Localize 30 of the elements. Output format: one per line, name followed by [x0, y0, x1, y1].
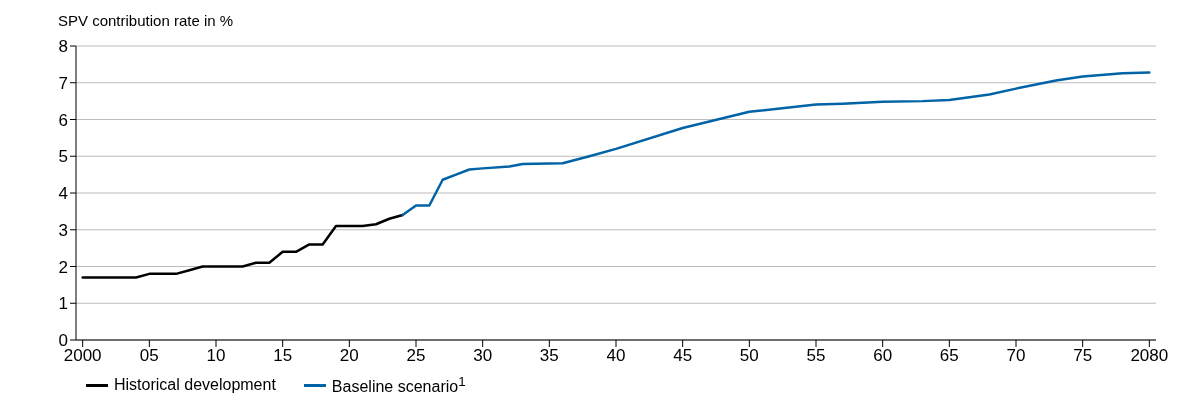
x-tick-label: 55 [806, 346, 826, 366]
y-tick-label: 8 [58, 37, 68, 57]
x-tick-label: 25 [406, 346, 426, 366]
x-tick-label: 2080 [1130, 346, 1169, 366]
y-tick-label: 5 [58, 147, 68, 167]
y-tick-label: 2 [58, 257, 68, 277]
x-tick-label: 75 [1073, 346, 1093, 366]
x-tick-label: 20 [339, 346, 359, 366]
line-series [81, 213, 404, 279]
x-tick-label: 10 [206, 346, 226, 366]
x-tick-label: 50 [739, 346, 759, 366]
y-axis-title: SPV contribution rate in % [57, 11, 235, 31]
x-tick-label: 15 [273, 346, 293, 366]
x-tick-label: 40 [606, 346, 626, 366]
y-tick-label: 4 [58, 184, 68, 204]
legend-label: Historical development [114, 376, 276, 395]
x-tick-label: 05 [139, 346, 159, 366]
line-series [401, 71, 1151, 217]
y-tick-label: 1 [58, 294, 68, 314]
legend-label: Baseline scenario$^{1}$ [331, 374, 466, 397]
x-tick-label: 30 [473, 346, 493, 366]
x-tick-label: 35 [539, 346, 559, 366]
x-tick-label: 60 [873, 346, 893, 366]
x-tick-label: 65 [939, 346, 959, 366]
y-tick-label: 6 [58, 110, 68, 130]
y-tick-label: 7 [58, 73, 68, 93]
y-tick-label: 3 [58, 220, 68, 240]
x-tick-label: 45 [673, 346, 693, 366]
x-tick-label: 2000 [63, 346, 102, 366]
x-tick-label: 70 [1006, 346, 1026, 366]
